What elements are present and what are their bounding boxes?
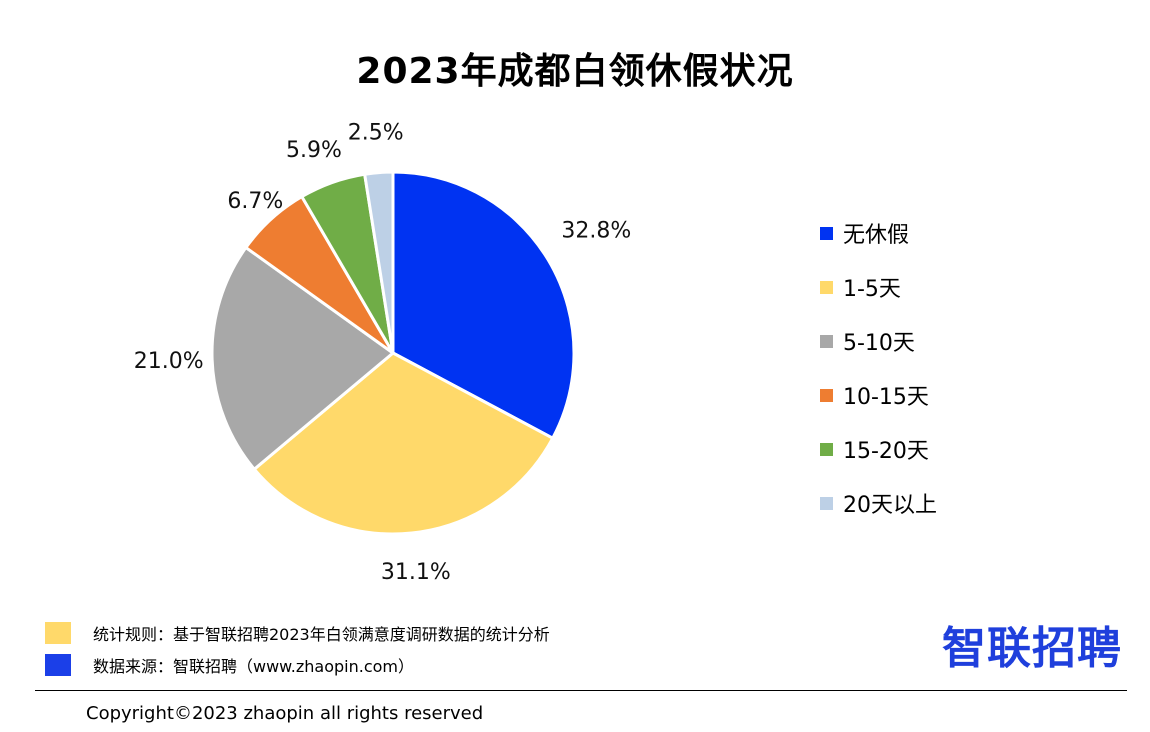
copyright-text: Copyright©2023 zhaopin all rights reserv… (86, 703, 484, 724)
pie-slice (363, 170, 395, 355)
pie-data-label: 31.1% (381, 560, 451, 585)
legend-label: 无休假 (843, 223, 910, 248)
pie-slices (210, 170, 576, 536)
note-data-source: 数据来源：智联招聘（www.zhaopin.com） (45, 650, 550, 680)
notes: 统计规则：基于智联招聘2023年白领满意度调研数据的统计分析 数据来源：智联招聘… (45, 618, 550, 682)
legend-item: 无休假 (820, 206, 937, 260)
legend-item: 15-20天 (820, 422, 937, 476)
note-text: 统计规则：基于智联招聘2023年白领满意度调研数据的统计分析 (93, 625, 550, 644)
legend-item: 20天以上 (820, 476, 937, 530)
legend-label: 15-20天 (843, 439, 929, 464)
zhaopin-logo: 智联招聘 (942, 623, 1122, 674)
legend-label: 20天以上 (843, 493, 937, 518)
pie-data-label: 21.0% (134, 349, 204, 374)
legend-swatch (820, 334, 833, 348)
legend-label: 1-5天 (843, 277, 901, 302)
pie-slice (391, 170, 576, 440)
legend-item: 10-15天 (820, 368, 937, 422)
legend-label: 10-15天 (843, 385, 929, 410)
footer-divider (35, 690, 1127, 691)
legend-swatch (820, 496, 833, 510)
pie-data-label: 2.5% (348, 120, 404, 145)
legend-swatch (820, 442, 833, 456)
note-statistics-rule: 统计规则：基于智联招聘2023年白领满意度调研数据的统计分析 (45, 618, 550, 648)
legend-label: 5-10天 (843, 331, 915, 356)
note-swatch (45, 622, 71, 644)
pie-slice (210, 246, 395, 471)
pie-data-labels: 32.8% 31.1% 21.0% 6.7% 5.9%2.5% (134, 120, 631, 585)
pie-data-label: 32.8% (561, 219, 631, 244)
pie-chart: 32.8% 31.1% 21.0% 6.7% 5.9%2.5% (134, 120, 631, 585)
legend-item: 5-10天 (820, 314, 937, 368)
note-text: 数据来源：智联招聘（www.zhaopin.com） (93, 657, 415, 676)
legend-item: 1-5天 (820, 260, 937, 314)
legend-swatch (820, 226, 833, 240)
pie-data-label: 5.9% (286, 138, 342, 163)
pie-slice (252, 351, 555, 536)
legend-swatch (820, 280, 833, 294)
chart-title: 2023年成都白领休假状况 (356, 51, 794, 92)
legend-swatch (820, 388, 833, 402)
note-swatch (45, 654, 71, 676)
legend: 无休假 1-5天 5-10天 10-15天 15-20天 20天以上 (820, 206, 937, 530)
pie-data-label: 6.7% (227, 189, 283, 214)
